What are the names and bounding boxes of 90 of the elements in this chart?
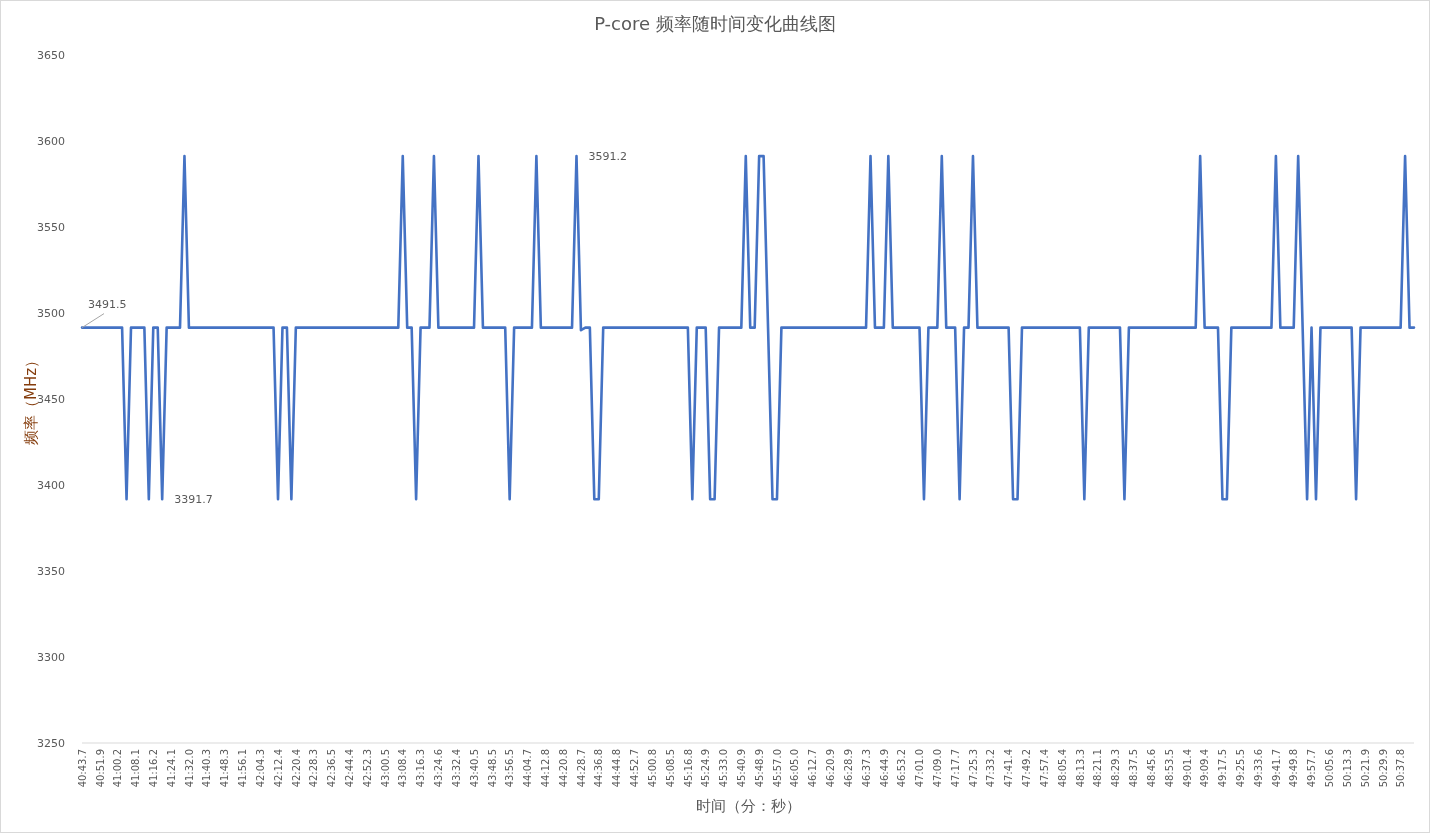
x-tick-label: 49:17.5 — [1217, 749, 1229, 788]
x-tick-label: 43:16.3 — [415, 749, 427, 788]
x-tick-label: 43:40.5 — [468, 749, 480, 788]
y-tick-label: 3500 — [37, 307, 65, 321]
x-tick-label: 44:28.7 — [575, 749, 587, 788]
x-tick-label: 46:05.0 — [789, 749, 801, 788]
x-tick-label: 44:20.8 — [557, 749, 569, 788]
x-tick-label: 41:24.1 — [165, 749, 177, 788]
x-tick-label: 44:52.7 — [629, 749, 641, 788]
x-tick-label: 49:57.7 — [1306, 749, 1318, 788]
x-tick-label: 47:41.4 — [1003, 749, 1015, 788]
x-tick-label: 45:48.9 — [753, 749, 765, 788]
x-tick-label: 41:00.2 — [112, 749, 124, 788]
x-tick-label: 43:48.5 — [486, 749, 498, 788]
x-tick-label: 42:20.4 — [290, 749, 302, 788]
x-tick-label: 42:12.4 — [272, 749, 284, 788]
x-tick-label: 49:09.4 — [1199, 749, 1211, 788]
x-tick-label: 50:13.3 — [1341, 749, 1353, 788]
y-tick-label: 3550 — [37, 221, 65, 235]
x-tick-label: 42:04.3 — [254, 749, 266, 788]
x-tick-label: 45:40.9 — [736, 749, 748, 788]
x-tick-label: 46:37.3 — [860, 749, 872, 788]
y-tick-label: 3450 — [37, 393, 65, 407]
x-tick-label: 43:56.5 — [504, 749, 516, 788]
x-tick-label: 45:16.8 — [682, 749, 694, 788]
x-tick-label: 47:25.3 — [967, 749, 979, 788]
x-tick-label: 45:00.8 — [646, 749, 658, 788]
x-tick-label: 47:01.0 — [914, 749, 926, 788]
y-tick-label: 3250 — [37, 737, 65, 751]
x-tick-label: 46:44.9 — [878, 749, 890, 788]
x-tick-label: 41:48.3 — [219, 749, 231, 788]
x-tick-label: 49:49.8 — [1288, 749, 1300, 788]
x-axis-title: 时间（分：秒） — [695, 797, 801, 815]
x-tick-label: 43:00.5 — [379, 749, 391, 788]
x-tick-label: 46:28.9 — [842, 749, 854, 788]
x-tick-label: 45:57.0 — [771, 749, 783, 788]
x-tick-label: 43:32.4 — [450, 749, 462, 788]
x-tick-label: 49:41.7 — [1270, 749, 1282, 788]
x-tick-label: 48:45.6 — [1145, 749, 1157, 788]
x-tick-label: 47:09.0 — [932, 749, 944, 788]
x-tick-label: 43:24.6 — [433, 749, 445, 788]
x-tick-label: 50:37.8 — [1395, 749, 1407, 788]
x-tick-label: 50:05.6 — [1324, 749, 1336, 788]
x-tick-label: 41:08.1 — [130, 749, 142, 788]
x-tick-label: 44:44.8 — [611, 749, 623, 788]
x-tick-label: 49:33.6 — [1252, 749, 1264, 788]
data-label: 3591.2 — [588, 150, 627, 164]
x-tick-label: 47:57.4 — [1038, 749, 1050, 788]
chart-title: P-core 频率随时间变化曲线图 — [594, 13, 836, 34]
x-tick-label: 48:05.4 — [1056, 749, 1068, 788]
y-tick-label: 3400 — [37, 479, 65, 493]
x-tick-label: 41:32.0 — [183, 749, 195, 788]
x-tick-label: 42:44.4 — [343, 749, 355, 788]
x-tick-label: 47:49.2 — [1021, 749, 1033, 788]
x-tick-label: 41:40.3 — [201, 749, 213, 788]
x-tick-label: 46:20.9 — [825, 749, 837, 788]
x-tick-label: 49:25.5 — [1234, 749, 1246, 788]
x-tick-label: 46:53.2 — [896, 749, 908, 788]
x-tick-label: 41:16.2 — [147, 749, 159, 788]
y-tick-label: 3350 — [37, 565, 65, 579]
x-tick-label: 40:51.9 — [94, 749, 106, 788]
x-tick-label: 42:52.3 — [361, 749, 373, 788]
x-tick-label: 45:24.9 — [700, 749, 712, 788]
x-tick-label: 44:36.8 — [593, 749, 605, 788]
x-tick-label: 50:29.9 — [1377, 749, 1389, 788]
x-tick-label: 48:37.5 — [1128, 749, 1140, 788]
line-series — [80, 154, 1416, 501]
data-label: 3491.5 — [88, 297, 127, 311]
y-tick-label: 3300 — [37, 651, 65, 665]
x-tick-label: 41:56.1 — [237, 749, 249, 788]
x-tick-label: 48:21.1 — [1092, 749, 1104, 788]
y-tick-label: 3600 — [37, 135, 65, 149]
x-tick-label: 45:33.0 — [718, 749, 730, 788]
x-tick-label: 44:12.8 — [540, 749, 551, 788]
data-label: 3391.7 — [174, 493, 213, 507]
x-tick-label: 46:12.7 — [807, 749, 819, 788]
x-tick-label: 48:29.3 — [1110, 749, 1122, 788]
x-tick-label: 42:28.3 — [308, 749, 320, 788]
x-tick-label: 43:08.4 — [397, 749, 409, 788]
x-tick-label: 42:36.5 — [326, 749, 338, 788]
x-tick-label: 47:33.2 — [985, 749, 997, 788]
x-tick-label: 44:04.7 — [522, 749, 534, 788]
x-tick-label: 49:01.4 — [1181, 749, 1193, 788]
x-tick-label: 48:53.5 — [1163, 749, 1175, 788]
x-tick-label: 50:21.9 — [1359, 749, 1371, 788]
x-tick-label: 40:43.7 — [76, 749, 88, 788]
x-tick-label: 45:08.5 — [664, 749, 676, 788]
x-tick-label: 47:17.7 — [949, 749, 961, 788]
x-tick-label: 48:13.3 — [1074, 749, 1086, 788]
y-tick-label: 3650 — [37, 49, 65, 63]
